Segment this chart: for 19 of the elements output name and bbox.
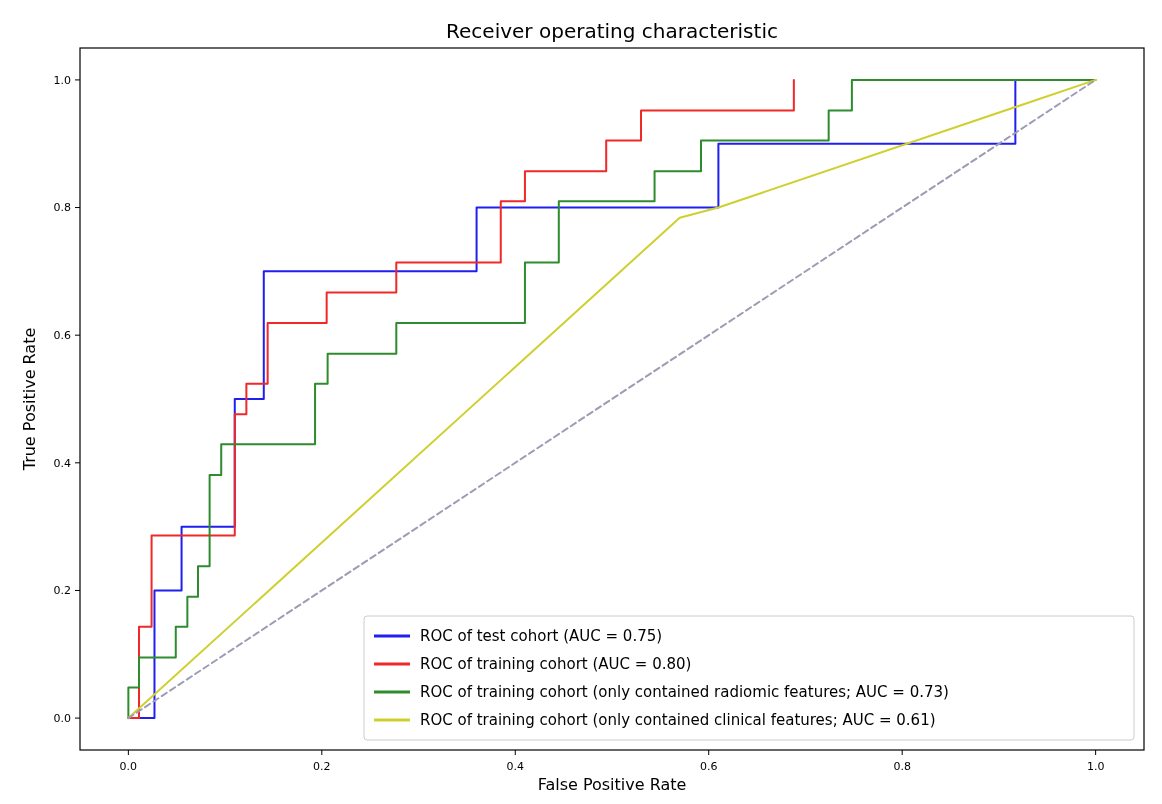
y-axis-title: True Positive Rate	[20, 327, 39, 472]
chart-title: Receiver operating characteristic	[446, 19, 778, 43]
legend-label: ROC of training cohort (only contained clinical features; AUC = 0.61)	[420, 711, 936, 730]
y-tick-label: 1.0	[53, 73, 71, 87]
y-tick-label: 0.0	[53, 711, 71, 725]
y-tick-label: 0.4	[53, 456, 71, 470]
x-axis-title: False Positive Rate	[537, 775, 687, 794]
y-tick-label: 0.2	[53, 584, 71, 598]
x-tick-label: 0.6	[699, 760, 718, 773]
x-tick-label: 0.0	[119, 760, 138, 773]
legend-label: ROC of test cohort (AUC = 0.75)	[420, 627, 663, 646]
legend-label: ROC of training cohort (AUC = 0.80)	[420, 655, 692, 674]
x-tick-label: 0.8	[893, 760, 911, 773]
legend-label: ROC of training cohort (only contained radiomic features; AUC = 0.73)	[420, 683, 949, 702]
y-tick-label: 0.6	[53, 329, 71, 343]
x-tick-label: 1.0	[1086, 760, 1105, 773]
x-tick-label: 0.2	[313, 760, 331, 773]
x-tick-label: 0.4	[506, 760, 525, 773]
y-tick-label: 0.8	[53, 201, 71, 215]
